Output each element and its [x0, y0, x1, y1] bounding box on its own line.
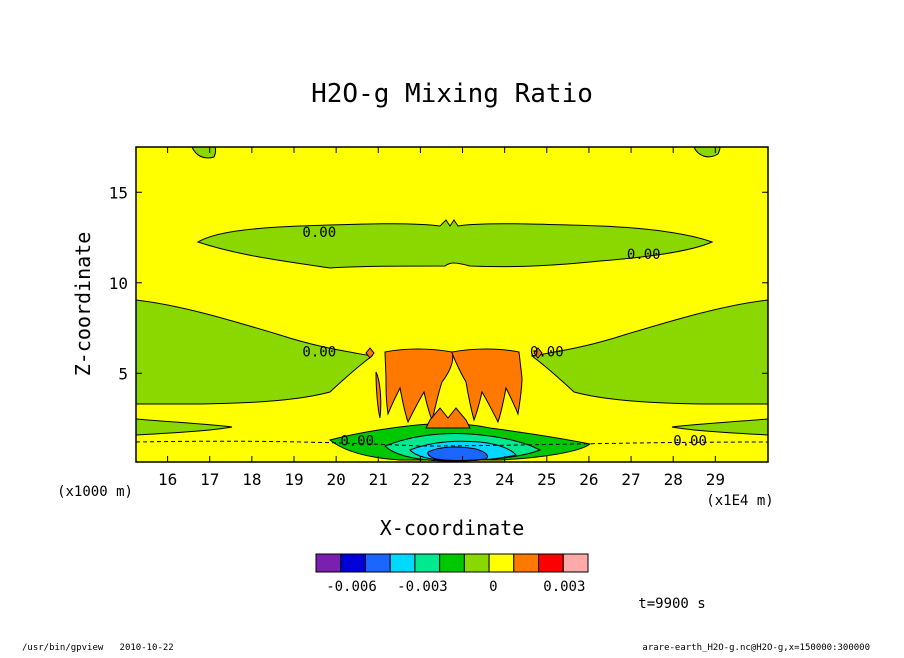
- x-tick-label: 29: [706, 470, 725, 489]
- footer-right: arare-earth_H2O-g.nc@H2O-g,x=150000:3000…: [642, 643, 870, 653]
- colorbar-cell: [463, 553, 490, 573]
- footer-left: /usr/bin/gpview 2010-10-22: [22, 643, 174, 653]
- field-background: [136, 147, 768, 462]
- x-axis: 16 17 18 19 20 21 22 23 24 25 26 27 28 29: [158, 147, 725, 489]
- x-tick-label: 24: [495, 470, 514, 489]
- colorbar-cell: [340, 553, 366, 573]
- colorbar-cell: [389, 553, 416, 573]
- y-tick-label: 5: [118, 364, 128, 383]
- upper-green-band: [196, 219, 714, 269]
- dashed-contour-lower: [136, 440, 768, 447]
- small-orange-diamond-left: [365, 347, 375, 359]
- right-orange-plume: [451, 348, 523, 424]
- x-axis-label: X-coordinate: [380, 516, 525, 540]
- contour-field: [136, 147, 768, 462]
- x-tick-label: 22: [411, 470, 430, 489]
- colorbar-tick-label: -0.006: [326, 579, 377, 595]
- contour-label: 0.00: [627, 247, 661, 263]
- plot-frame: [135, 146, 769, 463]
- colorbar-cell: [538, 553, 564, 573]
- colorbar-cell: [488, 553, 515, 573]
- x-tick-label: 19: [284, 470, 303, 489]
- x-tick-label: 16: [158, 470, 177, 489]
- y-unit-label: (x1000 m): [57, 484, 133, 500]
- left-orange-plume: [384, 348, 454, 424]
- small-orange-diamond-right: [533, 347, 543, 359]
- y-tick-label: 10: [109, 274, 128, 293]
- colorbar-cell: [315, 553, 342, 573]
- contour-label: 0.00: [340, 433, 374, 449]
- colorbar-tick-label: -0.003: [397, 579, 448, 595]
- contour-label: 0.00: [530, 345, 564, 361]
- contour-label: 0.00: [302, 225, 336, 241]
- x-tick-label: 20: [327, 470, 346, 489]
- left-small-orange-blob: [375, 371, 382, 419]
- colorbar-tick-label: 0: [489, 579, 497, 595]
- time-label: t=9900 s: [638, 596, 705, 612]
- lower-green-strip-right: [671, 418, 768, 436]
- center-orange-peaks: [425, 407, 471, 429]
- x-tick-label: 25: [537, 470, 556, 489]
- colorbar-cell: [414, 553, 441, 573]
- x-tick-label: 17: [200, 470, 219, 489]
- colorbar-cell: [364, 553, 391, 573]
- colorbar-cell: [562, 553, 589, 573]
- y-axis: 5 10 15: [109, 183, 768, 383]
- x-tick-label: 21: [369, 470, 388, 489]
- colorbar-cell: [439, 553, 465, 573]
- surface-blue-core: [427, 446, 489, 461]
- y-axis-label: Z-coordinate: [71, 232, 95, 377]
- colorbar-ticks: -0.006 -0.003 0 0.003: [326, 579, 585, 595]
- colorbar-cell: [513, 553, 540, 573]
- colorbar-tick-label: 0.003: [543, 579, 585, 595]
- colorbar: [315, 553, 589, 573]
- right-green-region: [530, 299, 768, 405]
- lower-green-strip: [136, 418, 233, 436]
- x-tick-label: 26: [579, 470, 598, 489]
- chart-title: H2O-g Mixing Ratio: [311, 79, 593, 109]
- contour-label: 0.00: [302, 345, 336, 361]
- y-tick-label: 15: [109, 183, 128, 202]
- x-tick-label: 18: [242, 470, 261, 489]
- x-tick-label: 23: [453, 470, 472, 489]
- x-unit-label: (x1E4 m): [706, 493, 773, 509]
- x-tick-label: 27: [621, 470, 640, 489]
- contour-label: 0.00: [673, 433, 707, 449]
- x-tick-label: 28: [664, 470, 683, 489]
- contour-labels: 0.00 0.00 0.00 0.00 0.00 0.00: [302, 225, 706, 449]
